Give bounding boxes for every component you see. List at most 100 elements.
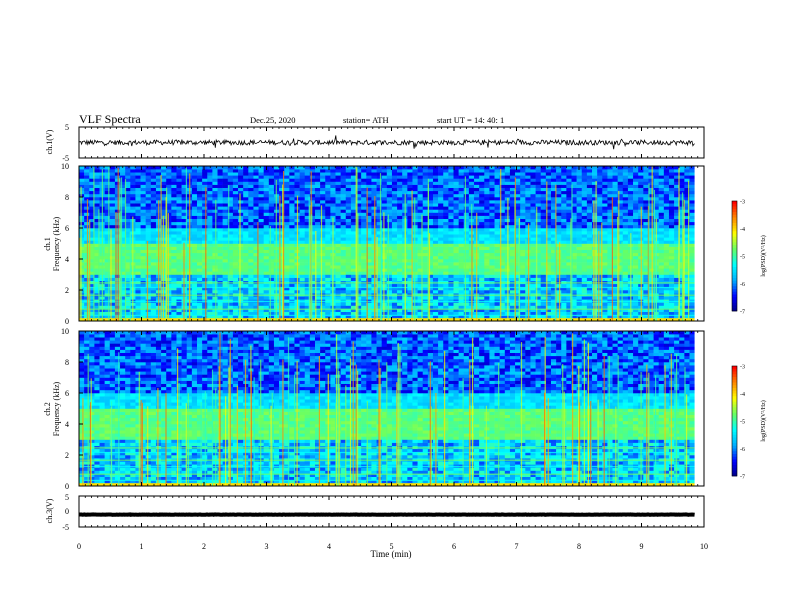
spectrogram-cell	[248, 215, 254, 219]
spectrogram-cell	[304, 290, 311, 294]
spectrogram-cell	[422, 175, 429, 179]
spectrogram-cell	[432, 172, 439, 176]
spectrogram-cell	[299, 243, 306, 247]
spectrogram-cell	[530, 255, 536, 260]
spectrogram-cell	[422, 237, 429, 241]
spectrogram-cell	[499, 221, 506, 226]
spectrogram-cell	[196, 246, 203, 250]
spectrogram-cell	[222, 308, 229, 312]
spectrogram-cell	[161, 190, 167, 195]
spectrogram-cell	[376, 305, 382, 309]
spectrogram-cell	[222, 169, 229, 173]
spectrogram-cell	[545, 274, 552, 278]
spectrogram-cell	[371, 237, 377, 241]
spectrogram-cell	[515, 178, 521, 182]
spectrogram-cell	[448, 218, 454, 223]
spectrogram-cell	[89, 283, 95, 288]
spectrogram-cell	[397, 178, 403, 182]
spectrogram-cell	[499, 215, 506, 219]
spectrogram-cell	[356, 240, 362, 244]
spectrogram-cell	[171, 184, 177, 188]
spectrogram-cell	[509, 218, 516, 223]
spectrogram-cell	[386, 218, 393, 223]
spectrogram-cell	[402, 175, 408, 179]
spectrogram-cell	[581, 184, 588, 188]
spectrogram-cell	[515, 203, 521, 207]
spectrogram-cell	[284, 252, 290, 257]
spectrogram-cell	[376, 262, 382, 266]
spectrogram-cell	[227, 277, 234, 281]
spectrogram-cell	[120, 193, 126, 198]
spectrogram-cell	[489, 314, 495, 319]
spectrogram-cell	[79, 193, 85, 198]
spectrogram-cell	[268, 166, 275, 170]
spectrogram-cell	[268, 252, 275, 257]
spectrogram-cell	[238, 231, 244, 235]
spectrogram-cell	[366, 255, 372, 260]
spectrogram-cell	[109, 187, 116, 192]
spectrogram-cell	[166, 290, 172, 294]
spectrogram-cell	[207, 249, 213, 254]
spectrogram-cell	[345, 181, 352, 185]
spectrogram-cell	[304, 197, 311, 201]
spectrogram-cell	[284, 203, 290, 207]
spectrogram-cell	[104, 218, 111, 223]
spectrogram-cell	[530, 224, 536, 229]
spectrogram-cell	[212, 197, 218, 201]
spectrogram-cell	[407, 215, 413, 219]
spectrogram-cell	[499, 268, 506, 272]
spectrogram-cell	[294, 184, 300, 188]
spectrogram-cell	[202, 228, 208, 232]
spectrogram-cell	[340, 262, 347, 266]
spectrogram-cell	[150, 255, 157, 260]
spectrogram-cell	[299, 255, 306, 260]
spectrogram-cell	[320, 268, 326, 272]
spectrogram-cell	[120, 234, 126, 238]
spectrogram-cell	[320, 265, 326, 269]
spectrogram-cell	[289, 193, 295, 198]
spectrogram-cell	[356, 237, 362, 241]
spectrogram-cell	[253, 234, 259, 238]
spectrogram-cell	[391, 274, 398, 278]
spectrogram-cell	[550, 246, 557, 250]
spectrogram-cell	[94, 286, 100, 291]
spectrogram-cell	[432, 296, 439, 300]
spectrogram-cell	[304, 317, 311, 322]
spectrogram-cell	[494, 224, 500, 229]
spectrogram-cell	[166, 271, 172, 275]
spectrogram-cell	[196, 268, 203, 272]
spectrogram-cell	[314, 206, 321, 210]
spectrogram-cell	[550, 296, 557, 300]
spectrogram-cell	[509, 290, 516, 294]
spectrogram-cell	[263, 268, 270, 272]
spectrogram-cell	[376, 243, 382, 247]
spectrogram-cell	[432, 237, 439, 241]
spectrogram-cell	[243, 172, 249, 176]
spectrogram-cell	[571, 169, 577, 173]
spectrogram-cell	[191, 231, 198, 235]
spectrogram-cell	[89, 190, 95, 195]
spectrogram-cell	[289, 221, 295, 226]
spectrogram-cell	[499, 305, 506, 309]
spectrogram-cell	[268, 218, 275, 223]
spectrogram-cell	[94, 193, 100, 198]
spectrogram-cell	[232, 237, 239, 241]
spectrogram-cell	[468, 190, 475, 195]
spectrogram-cell	[499, 193, 506, 198]
spectrogram-cell	[243, 308, 249, 312]
spectrogram-cell	[238, 302, 244, 306]
spectrogram-cell	[145, 237, 152, 241]
spectrogram-cell	[550, 252, 557, 257]
spectrogram-cell	[191, 259, 198, 263]
spectrogram-cell	[366, 286, 372, 291]
spectrogram-cell	[422, 314, 429, 319]
spectrogram-cell	[545, 169, 552, 173]
spectrogram-cell	[232, 184, 239, 188]
spectrogram-cell	[320, 286, 326, 291]
spectrogram-cell	[145, 286, 152, 291]
spectrogram-cell	[125, 175, 131, 179]
spectrogram-cell	[330, 200, 336, 204]
spectrogram-cell	[263, 305, 270, 309]
spectrogram-cell	[361, 224, 367, 229]
spectrogram-cell	[561, 224, 567, 229]
